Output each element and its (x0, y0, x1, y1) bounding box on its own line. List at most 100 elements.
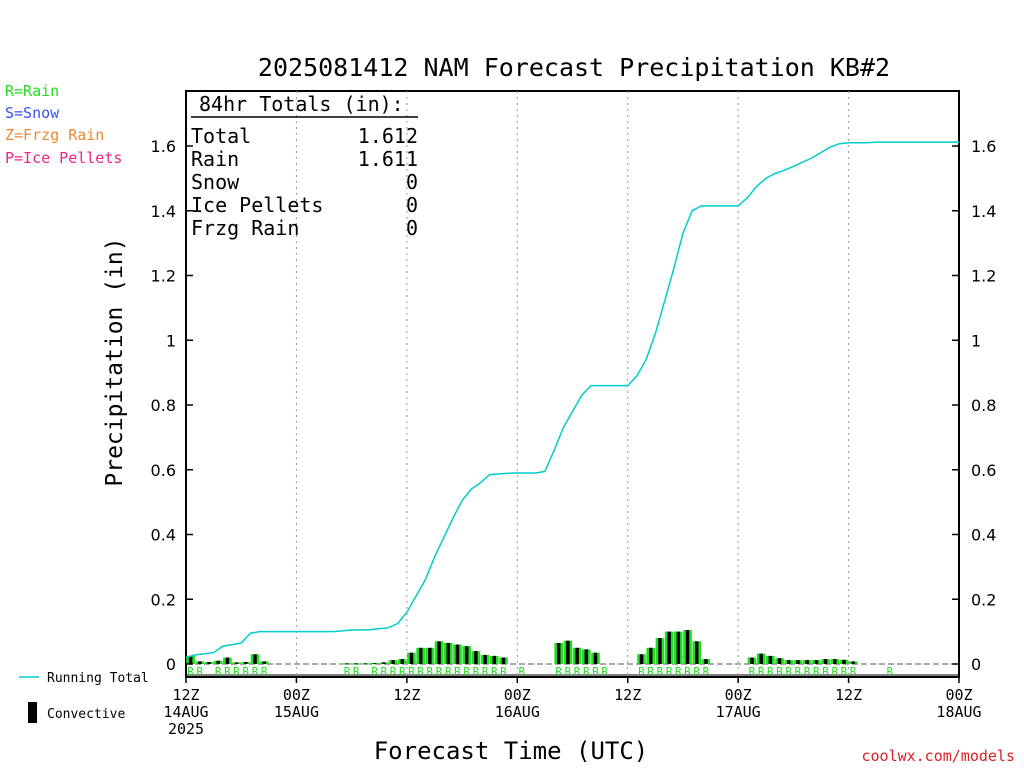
convective-bar (234, 662, 239, 664)
convective-bar (658, 638, 662, 664)
convective-bar (805, 660, 809, 664)
convective-bar (345, 663, 349, 665)
x-tick-label: 17AUG (716, 703, 761, 721)
x-tick-label: 15AUG (274, 703, 319, 721)
y-tick-label: 1.2 (151, 267, 176, 286)
convective-bar (575, 647, 579, 664)
x-tick-label: 12Z (614, 686, 641, 704)
totals-value-rain: 1.611 (358, 147, 418, 171)
convective-bar (400, 659, 404, 664)
convective-bar (851, 661, 855, 664)
precip-type-marker: R (749, 665, 756, 678)
legend-snow: S=Snow (5, 104, 60, 122)
legend-frzg-rain: Z=Frzg Rain (5, 126, 104, 144)
precip-type-marker: R (785, 665, 792, 678)
y-tick-label: 0 (166, 655, 176, 674)
convective-bar (584, 649, 589, 664)
precip-type-marker: R (473, 665, 480, 678)
precip-type-marker: R (196, 665, 203, 678)
y-tick-label-right: 1.2 (971, 267, 996, 286)
precip-type-marker: R (417, 665, 424, 678)
convective-bar (354, 663, 358, 665)
convective-bar (566, 640, 570, 664)
precip-type-marker: R (243, 665, 250, 678)
totals-label-snow: Snow (191, 170, 240, 194)
y-tick-label-right: 0.6 (971, 461, 996, 480)
y-tick-label-right: 0.2 (971, 590, 996, 609)
y-tick-label: 1 (166, 331, 176, 350)
convective-bar (593, 652, 598, 664)
convective-bar (501, 657, 506, 664)
convective-legend-swatch (28, 702, 37, 723)
convective-bar (814, 660, 819, 664)
convective-bar (676, 631, 681, 664)
y-tick-label-right: 0.4 (971, 526, 996, 545)
precip-type-marker: R (500, 665, 507, 678)
convective-bar (842, 659, 846, 664)
convective-bar (253, 654, 257, 664)
y-tick-label-right: 1.4 (971, 202, 996, 221)
precip-type-marker: R (408, 665, 415, 678)
precip-type-marker: R (187, 665, 194, 678)
precip-type-marker: R (841, 665, 848, 678)
legend-rain: R=Rain (5, 82, 59, 100)
precip-type-marker: R (776, 665, 783, 678)
totals-label-total: Total (191, 124, 251, 148)
convective-bar (759, 653, 763, 664)
precip-type-marker: R (693, 665, 700, 678)
precip-type-marker: R (574, 665, 581, 678)
convective-bar (704, 659, 708, 664)
x-tick-label: 00Z (725, 686, 752, 704)
precip-type-marker: R (482, 665, 489, 678)
precip-type-marker: R (592, 665, 599, 678)
convective-bar (492, 655, 497, 664)
convective-bar (363, 663, 368, 665)
convective-legend-label: Convective (47, 707, 125, 722)
convective-bar (391, 660, 395, 664)
convective-bar (464, 646, 469, 664)
precip-type-marker: R (445, 665, 452, 678)
convective-bar (428, 647, 432, 664)
precip-type-marker: R (261, 665, 268, 678)
precip-type-marker: R (436, 665, 443, 678)
precip-type-marker: R (583, 665, 590, 678)
hourly-bars (186, 630, 858, 665)
y-tick-label: 0.2 (151, 590, 176, 609)
plot-frame (185, 90, 960, 678)
convective-bar (207, 662, 211, 664)
legend-ice-pellets: P=Ice Pellets (5, 149, 122, 167)
x-tick-label: 12Z (172, 686, 199, 704)
precip-type-marker: R (675, 665, 682, 678)
y-axis-ticks: 0 00.2 0.20.4 0.40.6 0.60.8 0.81 11.2 1.21.4 1.4… (151, 137, 997, 674)
convective-bar (823, 659, 828, 664)
precip-type-marker: R (344, 665, 351, 678)
x-tick-label: 14AUG (163, 703, 208, 721)
x-tick-label: 18AUG (936, 703, 981, 721)
precip-type-marker: R (887, 665, 894, 678)
y-tick-label-right: 0.8 (971, 396, 996, 415)
convective-bar (768, 655, 773, 664)
totals-value-snow: 0 (406, 170, 418, 194)
precip-type-marker: R (491, 665, 498, 678)
y-tick-label: 0.6 (151, 461, 176, 480)
precip-type-marker: R (657, 665, 664, 678)
precip-type-marker: R (850, 665, 857, 678)
convective-bar (244, 662, 248, 664)
totals-value-total: 1.612 (358, 124, 418, 148)
convective-bar (787, 660, 791, 664)
x-tick-label: 00Z (504, 686, 531, 704)
precip-type-marker: R (252, 665, 259, 678)
totals-label-frzg-rain: Frzg Rain (191, 216, 299, 240)
convective-bar (225, 657, 230, 664)
y-tick-label-right: 1.6 (971, 137, 996, 156)
precip-type-marker: R (454, 665, 461, 678)
precip-type-marker: R (215, 665, 222, 678)
totals-label-rain: Rain (191, 147, 239, 171)
convective-bar (750, 657, 754, 664)
precip-type-marker: R (638, 665, 645, 678)
precip-type-marker: R (684, 665, 691, 678)
totals-heading: 84hr Totals (in): (199, 92, 404, 116)
convective-bar (188, 655, 193, 664)
convective-bar (382, 662, 386, 664)
